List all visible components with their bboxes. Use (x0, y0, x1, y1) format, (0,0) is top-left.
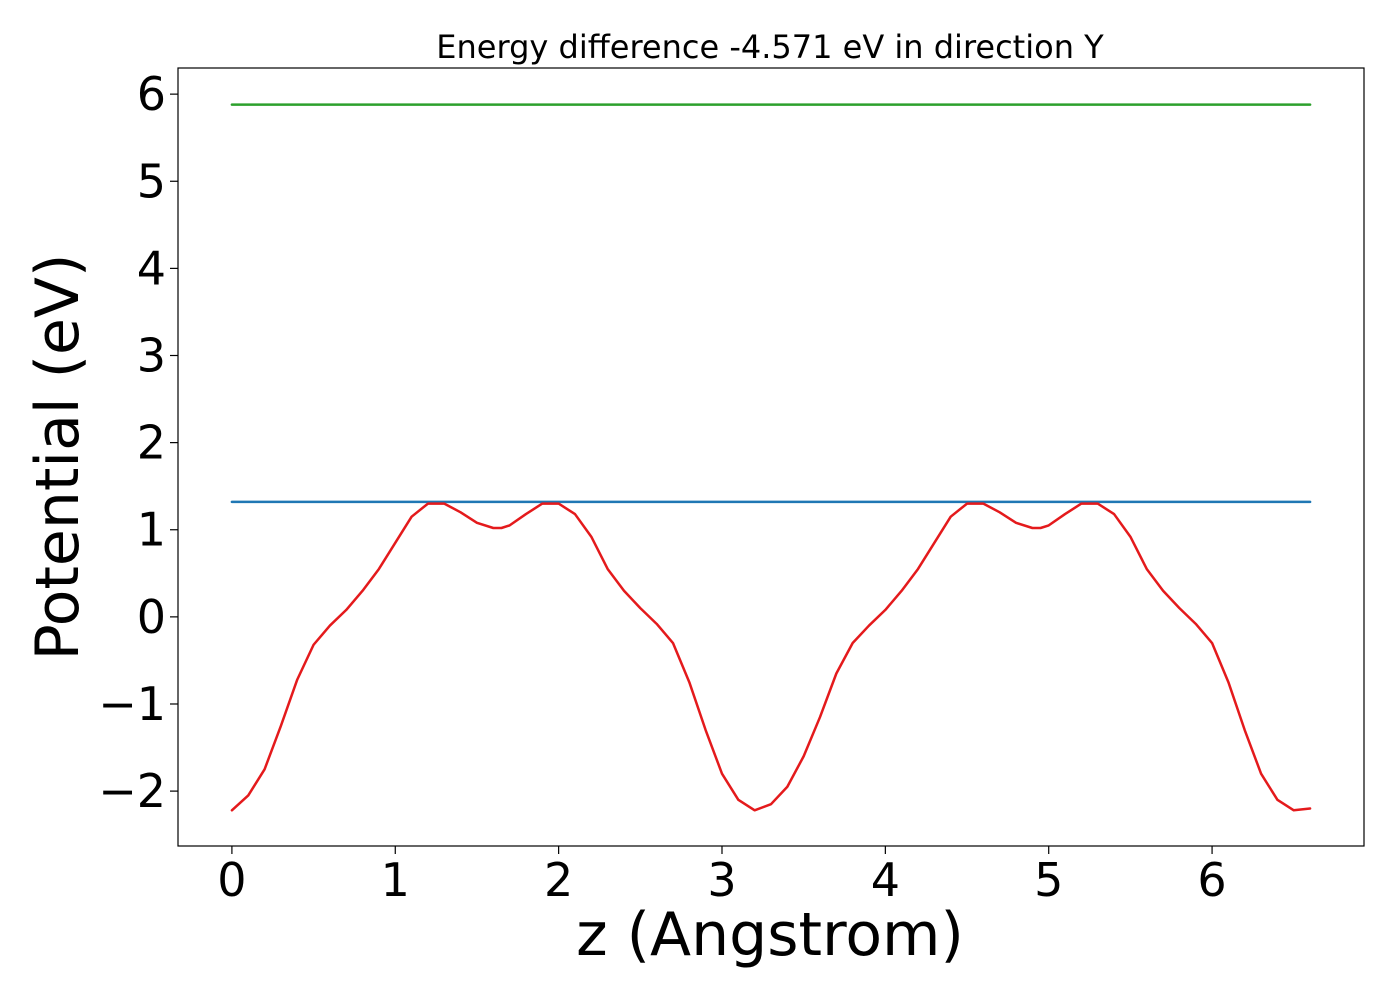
x-tick-label: 2 (544, 853, 573, 907)
plot-frame (177, 67, 1365, 847)
y-tick-label: 3 (137, 329, 166, 383)
y-tick-label: −1 (98, 677, 166, 731)
y-axis-label: Potential (eV) (23, 254, 93, 661)
x-tick-label: 0 (217, 853, 246, 907)
series-layer (230, 103, 1312, 812)
x-axis-label: z (Angstrom) (576, 900, 964, 970)
y-tick-label: 0 (137, 590, 166, 644)
y-tick-label: 6 (137, 67, 166, 121)
chart-title: Energy difference -4.571 eV in direction… (436, 28, 1104, 66)
x-tick-label: 1 (381, 853, 410, 907)
series-line-2 (230, 502, 1312, 812)
y-axis: −2 −1 0 1 2 3 4 5 6 (98, 67, 178, 818)
x-tick-label: 3 (707, 853, 736, 907)
y-tick-label: 4 (137, 241, 166, 295)
y-tick-label: 1 (137, 503, 166, 557)
x-tick-label: 5 (1034, 853, 1063, 907)
x-tick-label: 4 (871, 853, 900, 907)
y-tick-label: −2 (98, 764, 166, 818)
y-tick-label: 5 (137, 154, 166, 208)
x-tick-label: 6 (1197, 853, 1226, 907)
x-axis: 0 1 2 3 4 5 6 (217, 846, 1227, 907)
y-tick-label: 2 (137, 416, 166, 470)
